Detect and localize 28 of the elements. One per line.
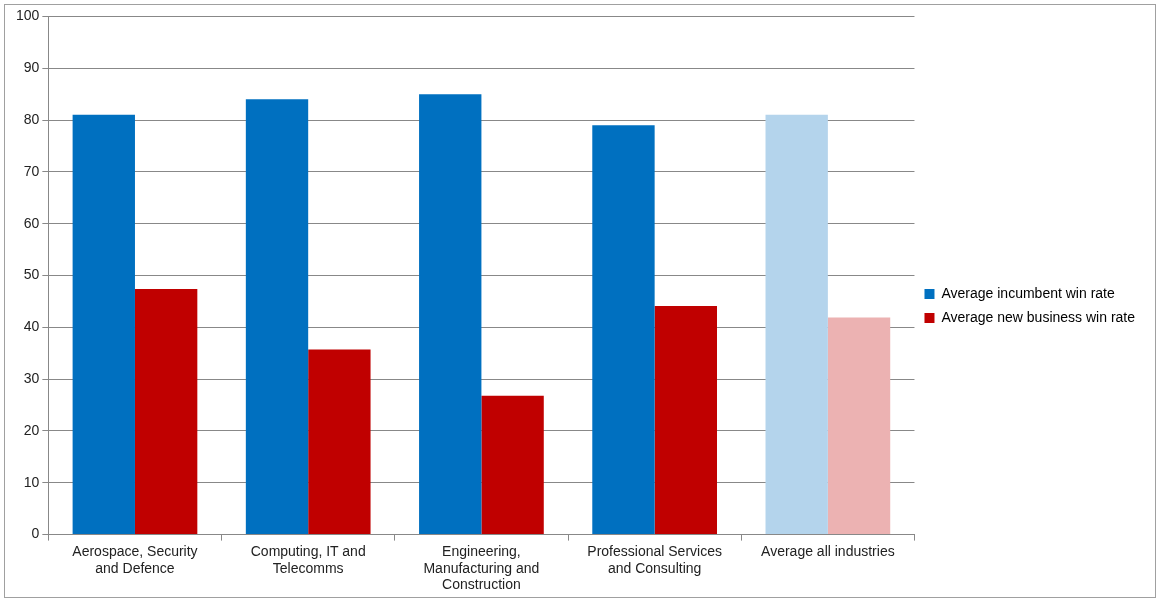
y-tick-label: 100 [16,7,40,24]
bar [765,114,828,535]
x-tick-label: Professional Services and Consulting [587,542,722,576]
y-tick-label: 20 [23,421,40,438]
x-tick-label: Average all industries [761,542,895,559]
y-tick-label: 50 [23,266,40,283]
bar [134,288,198,535]
y-tick-label: 30 [23,370,40,386]
y-tick-label: 70 [23,162,40,179]
bar [308,349,371,535]
x-tick-label: Computing, IT and Telecomms [250,542,366,576]
y-tick-label: 80 [23,110,40,127]
y-tick-label: 10 [23,473,40,490]
legend-label: Average incumbent win rate [941,284,1115,301]
legend-label: Average new business win rate [941,308,1136,325]
bar [419,94,482,535]
bar [827,317,891,535]
bar [72,114,135,535]
bar [654,306,718,535]
y-tick-label: 40 [23,318,40,335]
bar [481,395,544,535]
y-tick-label: 0 [31,525,40,542]
y-tick-label: 90 [23,59,40,76]
bar [245,99,309,535]
y-tick-label: 60 [23,214,40,231]
x-tick-label: Aerospace, Security and Defence [72,542,198,576]
x-tick-label: Engineering, Manufacturing and Construction [423,542,540,593]
bar [592,125,655,535]
